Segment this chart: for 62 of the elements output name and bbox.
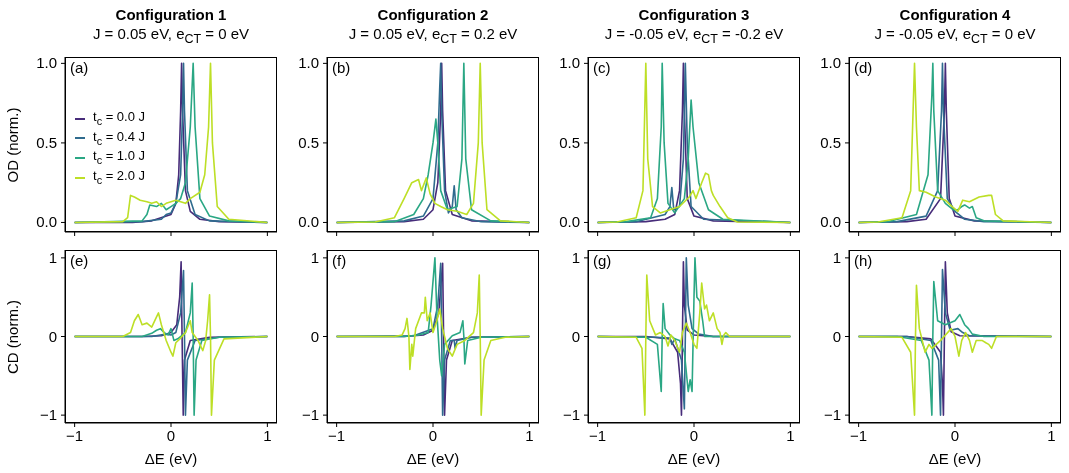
y-tick-label: 1.0 xyxy=(298,54,319,72)
y-tick-label: 1 xyxy=(48,248,57,266)
y-tick-label: 0.0 xyxy=(559,213,580,231)
y-tick-label: −1 xyxy=(823,406,841,424)
y-axis-title: OD (norm.) xyxy=(4,107,21,182)
annotation: (h) xyxy=(854,252,873,269)
x-tick-label: −1 xyxy=(328,427,346,444)
legend-label: t$_{c}$ = 0.4 J xyxy=(93,128,146,149)
y-tick-label: 1.0 xyxy=(820,54,841,72)
y-tick-label: −1 xyxy=(39,406,57,424)
y-tick-label: 0.0 xyxy=(820,213,841,231)
y-tick-label: 0.5 xyxy=(820,133,841,151)
x-tick-label: 0 xyxy=(689,427,699,444)
y-tick-label: 1 xyxy=(832,248,841,266)
x-tick-label: 0 xyxy=(950,427,960,444)
chart-subtitle: J = -0.05 eV, e$_{CT}$ = -0.2 eV xyxy=(604,25,784,46)
y-tick-label: −1 xyxy=(301,406,319,424)
y-tick-label: 1 xyxy=(310,248,319,266)
y-tick-label: 1.0 xyxy=(559,54,580,72)
annotation: (f) xyxy=(332,252,347,269)
y-tick-label: 0.5 xyxy=(559,133,580,151)
chart-title: Configuration 4 xyxy=(899,6,1011,23)
x-axis-title: ΔE (eV) xyxy=(667,450,721,467)
legend-label: t$_{c}$ = 0.0 J xyxy=(93,109,146,129)
x-axis-title: ΔE (eV) xyxy=(406,450,460,467)
y-tick-label: 1 xyxy=(571,248,580,266)
legend-label: t$_{c}$ = 1.0 J xyxy=(93,148,146,168)
chart-subtitle: J = 0.05 eV, e$_{CT}$ = 0.2 eV xyxy=(348,25,518,46)
x-tick-label: −1 xyxy=(589,427,607,444)
x-tick-label: −1 xyxy=(850,427,868,444)
chart-title: Configuration 1 xyxy=(115,6,227,23)
y-tick-label: 0 xyxy=(310,327,319,345)
y-tick-label: 0 xyxy=(832,327,841,345)
x-tick-label: 1 xyxy=(1047,427,1056,444)
x-tick-label: 1 xyxy=(263,427,272,444)
legend-label: t$_{c}$ = 2.0 J xyxy=(93,167,146,188)
y-tick-label: 0 xyxy=(571,327,580,345)
annotation: (c) xyxy=(593,59,611,76)
chart-title: Configuration 3 xyxy=(638,6,750,23)
x-tick-label: 1 xyxy=(525,427,534,444)
y-tick-label: 0.5 xyxy=(36,133,57,151)
annotation: (d) xyxy=(854,59,873,76)
chart-subtitle: J = 0.05 eV, e$_{CT}$ = 0 eV xyxy=(92,25,250,46)
x-axis-title: ΔE (eV) xyxy=(144,450,198,467)
y-tick-label: −1 xyxy=(562,406,580,424)
y-tick-label: 0.0 xyxy=(36,213,57,231)
y-tick-label: 0.0 xyxy=(298,213,319,231)
annotation: (e) xyxy=(70,252,89,269)
x-tick-label: −1 xyxy=(66,427,84,444)
annotation: (g) xyxy=(593,252,612,269)
y-tick-label: 0 xyxy=(48,327,57,345)
annotation: (a) xyxy=(70,59,89,76)
y-axis-title: CD (norm.) xyxy=(4,299,21,374)
annotation: (b) xyxy=(332,59,351,76)
y-tick-label: 0.5 xyxy=(298,133,319,151)
x-tick-label: 0 xyxy=(166,427,176,444)
x-tick-label: 0 xyxy=(428,427,438,444)
y-tick-label: 1.0 xyxy=(36,54,57,72)
chart-title: Configuration 2 xyxy=(377,6,489,23)
x-tick-label: 1 xyxy=(786,427,795,444)
chart-subtitle: J = -0.05 eV, e$_{CT}$ = 0 eV xyxy=(874,25,1036,46)
x-axis-title: ΔE (eV) xyxy=(928,450,982,467)
